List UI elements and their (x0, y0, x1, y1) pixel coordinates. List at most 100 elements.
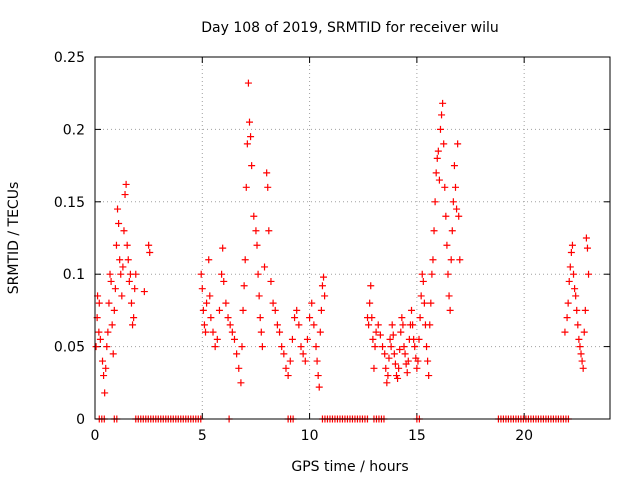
data-point (573, 306, 581, 314)
data-point (291, 314, 299, 322)
data-point (301, 357, 309, 365)
data-point (243, 140, 251, 148)
data-point (568, 241, 576, 249)
data-point (425, 372, 433, 380)
data-point (390, 350, 398, 358)
data-point (585, 270, 593, 278)
data-point (439, 99, 447, 107)
data-point (228, 328, 236, 336)
data-point (110, 306, 118, 314)
data-point (297, 343, 305, 351)
data-point (124, 256, 132, 264)
data-point (130, 314, 138, 322)
data-point (564, 299, 572, 307)
data-point (430, 227, 438, 235)
data-point (299, 350, 307, 358)
data-point (239, 306, 247, 314)
data-point (247, 133, 255, 141)
data-point (314, 372, 322, 380)
data-point (222, 299, 230, 307)
data-point (420, 299, 428, 307)
data-point (369, 335, 377, 343)
data-point (145, 241, 153, 249)
data-point (566, 263, 574, 271)
data-point (125, 277, 133, 285)
data-point (561, 328, 569, 336)
data-point (424, 357, 432, 365)
data-point (276, 328, 284, 336)
data-point (312, 343, 320, 351)
data-point (92, 343, 100, 351)
data-point (269, 299, 277, 307)
data-point (288, 335, 296, 343)
data-point (570, 270, 578, 278)
data-point (198, 285, 206, 293)
data-point (381, 350, 389, 358)
data-point (103, 343, 111, 351)
data-point (383, 379, 391, 387)
data-point (385, 354, 393, 362)
data-point (213, 335, 221, 343)
x-tick-label: 20 (515, 428, 533, 444)
data-point (109, 350, 117, 358)
data-point (431, 198, 439, 206)
data-point (434, 147, 442, 155)
data-point (387, 343, 395, 351)
y-tick-label: 0.25 (54, 50, 85, 66)
data-point (253, 241, 261, 249)
data-point (563, 314, 571, 322)
data-point (572, 292, 580, 300)
data-point (583, 244, 591, 252)
plot-frame (94, 56, 611, 420)
data-point (574, 321, 582, 329)
data-point (203, 299, 211, 307)
data-point (411, 343, 419, 351)
data-point (273, 321, 281, 329)
data-point (108, 321, 116, 329)
data-point (119, 263, 127, 271)
data-point (286, 357, 294, 365)
data-point (317, 306, 325, 314)
data-point (452, 183, 459, 191)
data-point (250, 212, 258, 220)
data-point (401, 350, 409, 358)
x-tick-label: 15 (408, 428, 426, 444)
data-point (308, 299, 316, 307)
data-point (321, 292, 329, 300)
data-point (315, 383, 323, 391)
data-point (230, 335, 238, 343)
data-point (224, 314, 232, 322)
data-point (396, 345, 404, 353)
data-point (409, 321, 417, 329)
x-axis-label: GPS time / hours (291, 459, 408, 475)
data-point (306, 314, 314, 322)
data-point (248, 162, 256, 170)
data-point (427, 299, 435, 307)
data-point (246, 118, 253, 126)
data-point (578, 357, 586, 365)
data-point (454, 140, 462, 148)
data-point (394, 374, 402, 382)
data-point (413, 364, 421, 372)
data-point (418, 270, 426, 278)
data-point (400, 343, 408, 351)
data-point (116, 256, 124, 264)
data-point (445, 292, 453, 300)
data-point (256, 314, 264, 322)
data-point (237, 379, 245, 387)
data-point (433, 154, 441, 162)
data-point (131, 285, 139, 293)
data-point (112, 241, 120, 249)
data-point (438, 111, 446, 119)
data-point (316, 328, 324, 336)
data-point (318, 282, 326, 290)
data-point (374, 321, 382, 329)
data-point (417, 292, 425, 300)
data-point (146, 248, 154, 256)
data-point (391, 360, 399, 368)
data-point (207, 314, 215, 322)
data-point (453, 205, 461, 213)
data-point (218, 270, 226, 278)
data-point (107, 277, 115, 285)
